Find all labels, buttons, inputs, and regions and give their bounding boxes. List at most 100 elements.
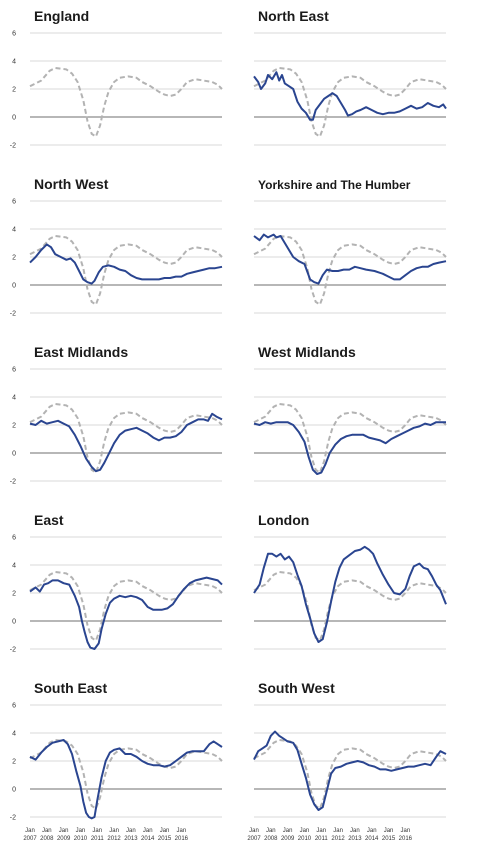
x-tick-year: 2015: [158, 836, 172, 842]
x-tick-month: Jan: [126, 828, 136, 834]
y-tick-label: 2: [12, 759, 16, 766]
y-tick-label: 0: [12, 619, 16, 626]
x-tick-month: Jan: [350, 828, 360, 834]
panel-west-midlands: West Midlands: [253, 344, 447, 482]
x-tick-year: 2013: [348, 836, 362, 842]
x-tick-year: 2010: [74, 836, 88, 842]
y-tick-label: -2: [10, 815, 16, 822]
region-line: [253, 421, 446, 475]
y-tick-label: 4: [12, 731, 16, 738]
region-line: [253, 545, 447, 643]
panel-title: East Midlands: [34, 344, 128, 360]
x-tick-month: Jan: [283, 828, 293, 834]
england-reference-line: [253, 66, 447, 139]
england-reference-line: [253, 738, 447, 811]
x-tick-month: Jan: [59, 828, 69, 834]
panel-title: England: [34, 8, 89, 24]
panel-title: South West: [258, 680, 335, 696]
england-reference-line: [29, 402, 223, 475]
panel-title: West Midlands: [258, 344, 356, 360]
y-tick-label: -2: [10, 143, 16, 150]
y-tick-label: 2: [12, 255, 16, 262]
england-reference-line: [29, 570, 223, 643]
y-tick-label: 6: [12, 535, 16, 542]
x-tick-year: 2016: [175, 836, 189, 842]
x-tick-year: 2014: [365, 836, 379, 842]
x-tick-month: Jan: [160, 828, 170, 834]
y-tick-label: 4: [12, 59, 16, 66]
x-tick-month: Jan: [42, 828, 52, 834]
x-tick-year: 2011: [91, 836, 105, 842]
y-tick-label: 0: [12, 283, 16, 290]
x-tick-year: 2014: [141, 836, 155, 842]
y-tick-label: 0: [12, 787, 16, 794]
y-tick-label: 2: [12, 423, 16, 430]
panel-title: North West: [34, 176, 109, 192]
y-tick-label: 4: [12, 563, 16, 570]
x-tick-year: 2016: [399, 836, 413, 842]
region-line: [29, 739, 223, 820]
x-tick-year: 2013: [124, 836, 138, 842]
x-tick-month: Jan: [384, 828, 394, 834]
y-tick-label: 6: [12, 703, 16, 710]
panel-title: Yorkshire and The Humber: [258, 178, 411, 192]
panel-south-west: South West Jan 2007 Jan 2008 Jan 2009 Jan 2010 Ja…: [247, 680, 447, 842]
y-tick-label: 6: [12, 367, 16, 374]
x-tick-year: 2009: [57, 836, 71, 842]
region-line: [253, 233, 447, 285]
x-tick-year: 2010: [298, 836, 312, 842]
panel-south-east: South East 6 4 2 0 -2 Jan 2007 Jan 2008 Jan 2009 Jan…: [10, 680, 223, 842]
x-tick-year: 2011: [315, 836, 329, 842]
panel-east-midlands: East Midlands 6 4 2 0 -2: [10, 344, 223, 486]
y-tick-label: 4: [12, 395, 16, 402]
panel-title: North East: [258, 8, 329, 24]
england-reference-line: [253, 234, 447, 307]
panel-yorkshire-and-the-humber: Yorkshire and The Humber: [253, 178, 447, 314]
panel-title: South East: [34, 680, 107, 696]
y-tick-label: 2: [12, 591, 16, 598]
region-line: [253, 730, 447, 811]
x-tick-month: Jan: [316, 828, 326, 834]
x-tick-year: 2015: [382, 836, 396, 842]
x-tick-month: Jan: [92, 828, 102, 834]
panel-england: England 6 4 2 0 -2: [10, 8, 223, 150]
x-tick-month: Jan: [109, 828, 119, 834]
panel-east: East 6 4 2 0 -2: [10, 512, 223, 654]
y-tick-label: -2: [10, 479, 16, 486]
region-line: [253, 71, 447, 121]
y-tick-label: 2: [12, 87, 16, 94]
x-tick-month: Jan: [367, 828, 377, 834]
x-tick-year: 2008: [264, 836, 278, 842]
x-tick-year: 2008: [40, 836, 54, 842]
y-tick-label: -2: [10, 647, 16, 654]
x-tick-month: Jan: [177, 828, 187, 834]
y-tick-label: -2: [10, 311, 16, 318]
x-tick-year: 2012: [107, 836, 121, 842]
region-line: [29, 243, 223, 285]
england-reference-line: [29, 738, 223, 811]
region-line: [29, 576, 223, 650]
x-tick-year: 2007: [247, 836, 261, 842]
england-reference-line: [253, 570, 447, 643]
panel-title: East: [34, 512, 64, 528]
y-tick-label: 0: [12, 451, 16, 458]
england-reference-line: [29, 66, 223, 139]
x-tick-year: 2009: [281, 836, 295, 842]
y-tick-label: 6: [12, 31, 16, 38]
region-line: [29, 412, 223, 473]
x-tick-month: Jan: [300, 828, 310, 834]
panel-title: London: [258, 512, 309, 528]
x-tick-year: 2012: [331, 836, 345, 842]
x-tick-month: Jan: [143, 828, 153, 834]
x-tick-month: Jan: [249, 828, 259, 834]
panel-north-east: North East: [253, 8, 447, 146]
y-tick-label: 6: [12, 199, 16, 206]
panel-north-west: North West 6 4 2 0 -2: [10, 176, 223, 318]
x-tick-month: Jan: [25, 828, 35, 834]
panel-london: London: [253, 512, 447, 650]
y-tick-label: 4: [12, 227, 16, 234]
x-tick-month: Jan: [266, 828, 276, 834]
x-tick-month: Jan: [333, 828, 343, 834]
x-tick-month: Jan: [76, 828, 86, 834]
